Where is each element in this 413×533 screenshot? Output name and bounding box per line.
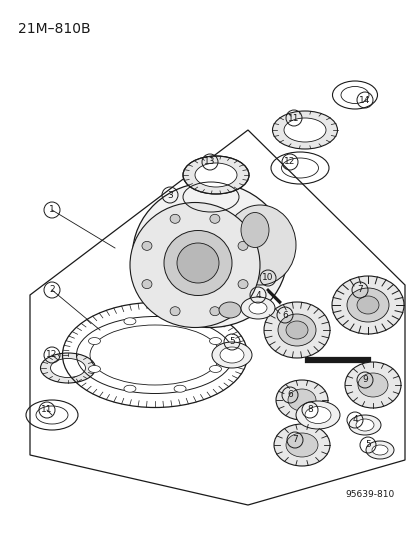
Text: 7: 7	[292, 435, 297, 445]
Text: 6: 6	[281, 311, 287, 319]
Text: 11: 11	[287, 114, 299, 123]
Ellipse shape	[177, 243, 218, 283]
Ellipse shape	[50, 359, 85, 377]
Ellipse shape	[88, 366, 100, 373]
Ellipse shape	[331, 276, 403, 334]
Text: 7: 7	[356, 286, 362, 295]
Ellipse shape	[295, 401, 339, 429]
Ellipse shape	[170, 306, 180, 316]
Ellipse shape	[173, 318, 185, 325]
Ellipse shape	[209, 337, 221, 344]
Ellipse shape	[355, 419, 373, 431]
Ellipse shape	[348, 415, 380, 435]
Ellipse shape	[357, 373, 387, 397]
Ellipse shape	[123, 385, 135, 392]
Ellipse shape	[209, 306, 219, 316]
Ellipse shape	[123, 318, 135, 325]
Ellipse shape	[40, 353, 95, 383]
Ellipse shape	[346, 288, 388, 322]
Text: 2: 2	[49, 286, 55, 295]
Ellipse shape	[275, 380, 327, 420]
Text: 4: 4	[254, 290, 260, 300]
Text: 12: 12	[284, 157, 295, 166]
Ellipse shape	[285, 321, 307, 339]
Ellipse shape	[142, 280, 152, 289]
Text: 5: 5	[364, 440, 370, 449]
Text: 1: 1	[49, 206, 55, 214]
Text: 4: 4	[351, 416, 357, 424]
Ellipse shape	[248, 302, 266, 314]
Ellipse shape	[223, 205, 295, 285]
Text: 21M–810B: 21M–810B	[18, 22, 90, 36]
Ellipse shape	[142, 241, 152, 251]
Ellipse shape	[170, 214, 180, 223]
Text: 9: 9	[361, 376, 367, 384]
Ellipse shape	[356, 296, 378, 314]
Ellipse shape	[371, 445, 387, 455]
Text: 8: 8	[306, 406, 312, 415]
Ellipse shape	[272, 111, 337, 149]
Text: 10: 10	[261, 273, 273, 282]
Ellipse shape	[237, 241, 247, 251]
Ellipse shape	[285, 433, 317, 457]
Ellipse shape	[211, 342, 252, 368]
Ellipse shape	[277, 314, 315, 346]
Text: 11: 11	[41, 406, 52, 415]
Ellipse shape	[183, 156, 248, 194]
Ellipse shape	[219, 347, 243, 363]
Text: 14: 14	[358, 95, 370, 104]
Ellipse shape	[240, 213, 268, 247]
Ellipse shape	[240, 297, 274, 319]
Ellipse shape	[283, 118, 325, 142]
Ellipse shape	[304, 407, 330, 424]
Ellipse shape	[273, 424, 329, 466]
Ellipse shape	[237, 280, 247, 289]
Ellipse shape	[195, 163, 236, 187]
Text: 95639-810: 95639-810	[345, 490, 394, 499]
Ellipse shape	[130, 203, 259, 327]
Ellipse shape	[173, 385, 185, 392]
Text: 5: 5	[228, 337, 234, 346]
Ellipse shape	[365, 441, 393, 459]
Text: 6: 6	[287, 391, 292, 400]
Ellipse shape	[344, 362, 400, 408]
Ellipse shape	[218, 302, 240, 318]
Text: 13: 13	[204, 157, 215, 166]
Ellipse shape	[209, 214, 219, 223]
Ellipse shape	[132, 182, 287, 327]
Text: 3: 3	[167, 190, 173, 199]
Ellipse shape	[209, 366, 221, 373]
Ellipse shape	[164, 230, 231, 295]
Ellipse shape	[263, 302, 329, 358]
Ellipse shape	[287, 389, 315, 411]
Text: 12: 12	[46, 351, 57, 359]
Ellipse shape	[88, 337, 100, 344]
